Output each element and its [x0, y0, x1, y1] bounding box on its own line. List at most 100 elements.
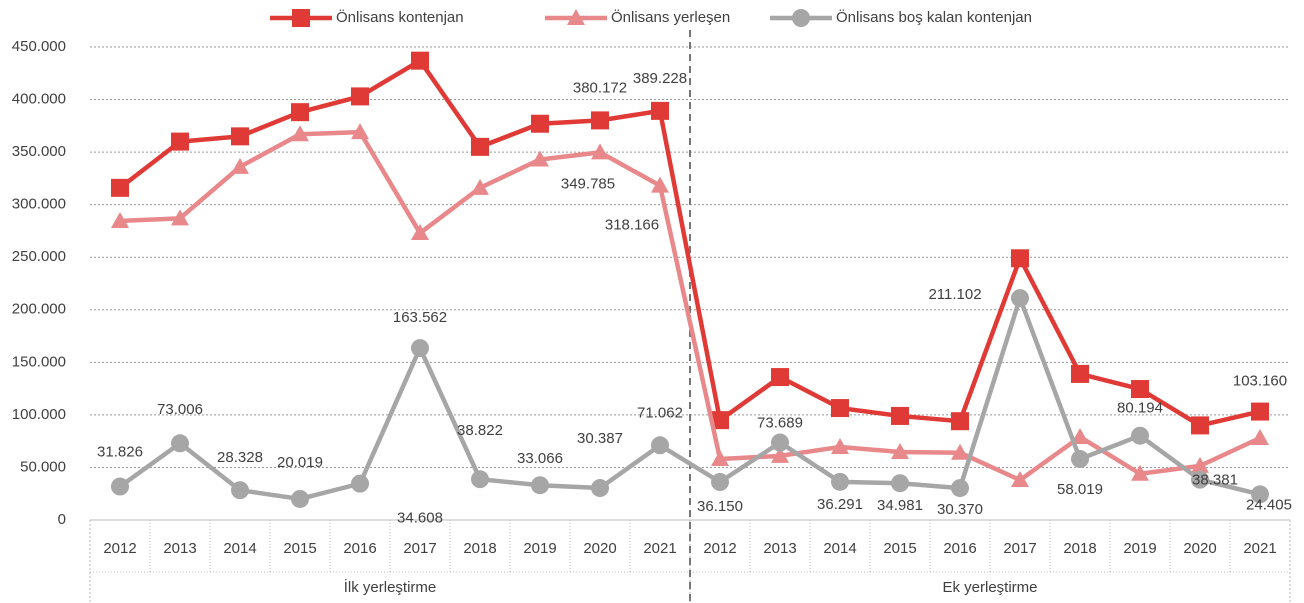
data-label: 38.822 [457, 422, 503, 439]
data-label: 71.062 [637, 404, 683, 421]
data-point [591, 479, 609, 498]
data-label: 30.370 [937, 501, 983, 518]
data-point [651, 436, 669, 455]
data-label: 73.006 [157, 401, 203, 418]
group-label: İlk yerleştirme [344, 578, 437, 596]
data-point [771, 433, 789, 452]
data-point [1011, 249, 1029, 268]
data-point [1071, 450, 1089, 469]
y-tick-label: 150.000 [12, 353, 66, 370]
data-label: 163.562 [393, 309, 447, 326]
data-point [951, 412, 969, 431]
data-point [951, 479, 969, 498]
series-line [119, 129, 1261, 483]
data-point [771, 446, 789, 463]
data-point [111, 211, 129, 228]
data-point [591, 143, 609, 160]
data-point [1011, 471, 1029, 488]
data-point [231, 481, 249, 500]
data-point [831, 437, 849, 454]
data-label: 34.981 [877, 497, 923, 514]
x-tick-label: 2017 [403, 540, 436, 557]
data-point [471, 178, 489, 195]
data-label: 389.228 [633, 70, 687, 87]
data-point [951, 443, 969, 460]
data-point [291, 103, 309, 122]
y-tick-label: 300.000 [12, 196, 66, 213]
data-point [591, 111, 609, 130]
data-label: 20.019 [277, 454, 323, 471]
group-label: Ek yerleştirme [942, 579, 1037, 596]
x-tick-label: 2014 [223, 540, 256, 557]
data-point [711, 473, 729, 492]
data-point [1251, 402, 1269, 421]
data-label: 31.826 [97, 444, 143, 461]
data-point [1191, 470, 1209, 489]
y-tick-label: 100.000 [12, 406, 66, 423]
data-point [891, 406, 909, 425]
data-point [1071, 427, 1089, 444]
data-label: 58.019 [1057, 481, 1103, 498]
data-point [531, 150, 549, 167]
data-label: 349.785 [561, 175, 615, 192]
x-tick-label: 2012 [103, 540, 136, 557]
data-label: 36.291 [817, 496, 863, 513]
data-point [171, 434, 189, 453]
data-label: 318.166 [605, 217, 659, 234]
y-tick-label: 350.000 [12, 143, 66, 160]
data-point [291, 489, 309, 508]
x-tick-label: 2019 [1123, 540, 1156, 557]
data-point [1131, 464, 1149, 481]
x-tick-label: 2018 [463, 540, 496, 557]
data-label: 28.328 [217, 449, 263, 466]
data-point [891, 474, 909, 493]
x-tick-label: 2013 [763, 540, 796, 557]
y-tick-label: 250.000 [12, 248, 66, 265]
data-point [651, 176, 669, 193]
data-point [291, 125, 309, 142]
data-point [351, 123, 369, 140]
legend-label: Önlisans yerleşen [611, 8, 730, 26]
x-tick-label: 2021 [643, 540, 676, 557]
data-label: 36.150 [697, 498, 743, 515]
data-label: 24.405 [1246, 496, 1292, 513]
data-point [411, 224, 429, 241]
x-tick-label: 2015 [883, 540, 916, 557]
x-tick-label: 2012 [703, 540, 736, 557]
data-point [1131, 380, 1149, 399]
x-tick-label: 2019 [523, 540, 556, 557]
series-line [118, 295, 1261, 502]
data-point [231, 127, 249, 146]
x-tick-label: 2013 [163, 540, 196, 557]
data-label: 211.102 [928, 286, 981, 303]
legend-marker [292, 9, 310, 27]
data-point [711, 411, 729, 430]
legend-label: Önlisans boş kalan kontenjan [836, 8, 1032, 26]
data-point [171, 209, 189, 226]
data-point [111, 477, 129, 496]
x-tick-label: 2015 [283, 540, 316, 557]
x-tick-label: 2017 [1003, 540, 1036, 557]
data-point [531, 476, 549, 495]
data-point [231, 157, 249, 174]
data-point [831, 472, 849, 491]
data-label: 34.608 [397, 510, 443, 527]
data-label: 380.172 [573, 79, 627, 96]
legend-marker [567, 9, 585, 25]
data-point [1191, 416, 1209, 435]
data-point [1251, 485, 1269, 504]
data-point [411, 339, 429, 358]
legend-marker [792, 9, 810, 27]
legend-label: Önlisans kontenjan [336, 8, 464, 26]
y-tick-label: 200.000 [12, 301, 66, 318]
data-point [411, 51, 429, 70]
x-tick-label: 2016 [343, 540, 376, 557]
data-point [1191, 456, 1209, 473]
y-tick-label: 400.000 [12, 91, 66, 108]
data-point [1131, 426, 1149, 445]
data-label: 73.689 [757, 415, 803, 432]
data-point [771, 368, 789, 387]
data-label: 103.160 [1233, 373, 1287, 390]
series-line [118, 58, 1261, 428]
